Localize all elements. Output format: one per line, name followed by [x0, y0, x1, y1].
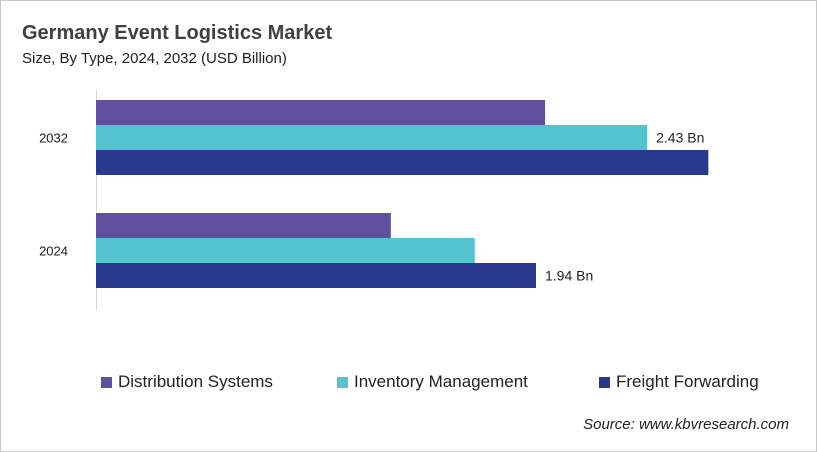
- bar-distribution-systems-2024: [96, 213, 391, 238]
- legend-swatch-distribution-systems: [101, 376, 112, 388]
- legend-swatch-freight-forwarding: [599, 376, 610, 388]
- chart-title: Germany Event Logistics Market: [22, 22, 333, 44]
- legend-swatch-inventory-management: [337, 376, 348, 388]
- legend-item-inventory-management: Inventory Management: [337, 372, 528, 392]
- legend-label: Distribution Systems: [118, 372, 273, 391]
- bar-distribution-systems-2032: [96, 100, 546, 125]
- chart-subtitle: Size, By Type, 2024, 2032 (USD Billion): [22, 50, 287, 67]
- bar-freight-forwarding-2024: [96, 263, 536, 288]
- y-tick-label-2032: 2032: [39, 131, 68, 146]
- legend-item-distribution-systems: Distribution Systems: [101, 372, 273, 392]
- legend-item-freight-forwarding: Freight Forwarding: [599, 372, 759, 392]
- y-tick-label-2024: 2024: [39, 244, 68, 259]
- bar-inventory-management-2032: [96, 125, 648, 150]
- legend-label: Freight Forwarding: [616, 372, 759, 391]
- data-label-2032: 2.43 Bn: [656, 130, 704, 146]
- legend-label: Inventory Management: [354, 372, 528, 391]
- data-label-2024: 1.94 Bn: [545, 268, 593, 284]
- bar-freight-forwarding-2032: [96, 150, 709, 175]
- legend: Distribution Systems Inventory Managemen…: [0, 372, 817, 396]
- source-note: Source: www.kbvresearch.com: [583, 416, 789, 433]
- bar-inventory-management-2024: [96, 238, 475, 263]
